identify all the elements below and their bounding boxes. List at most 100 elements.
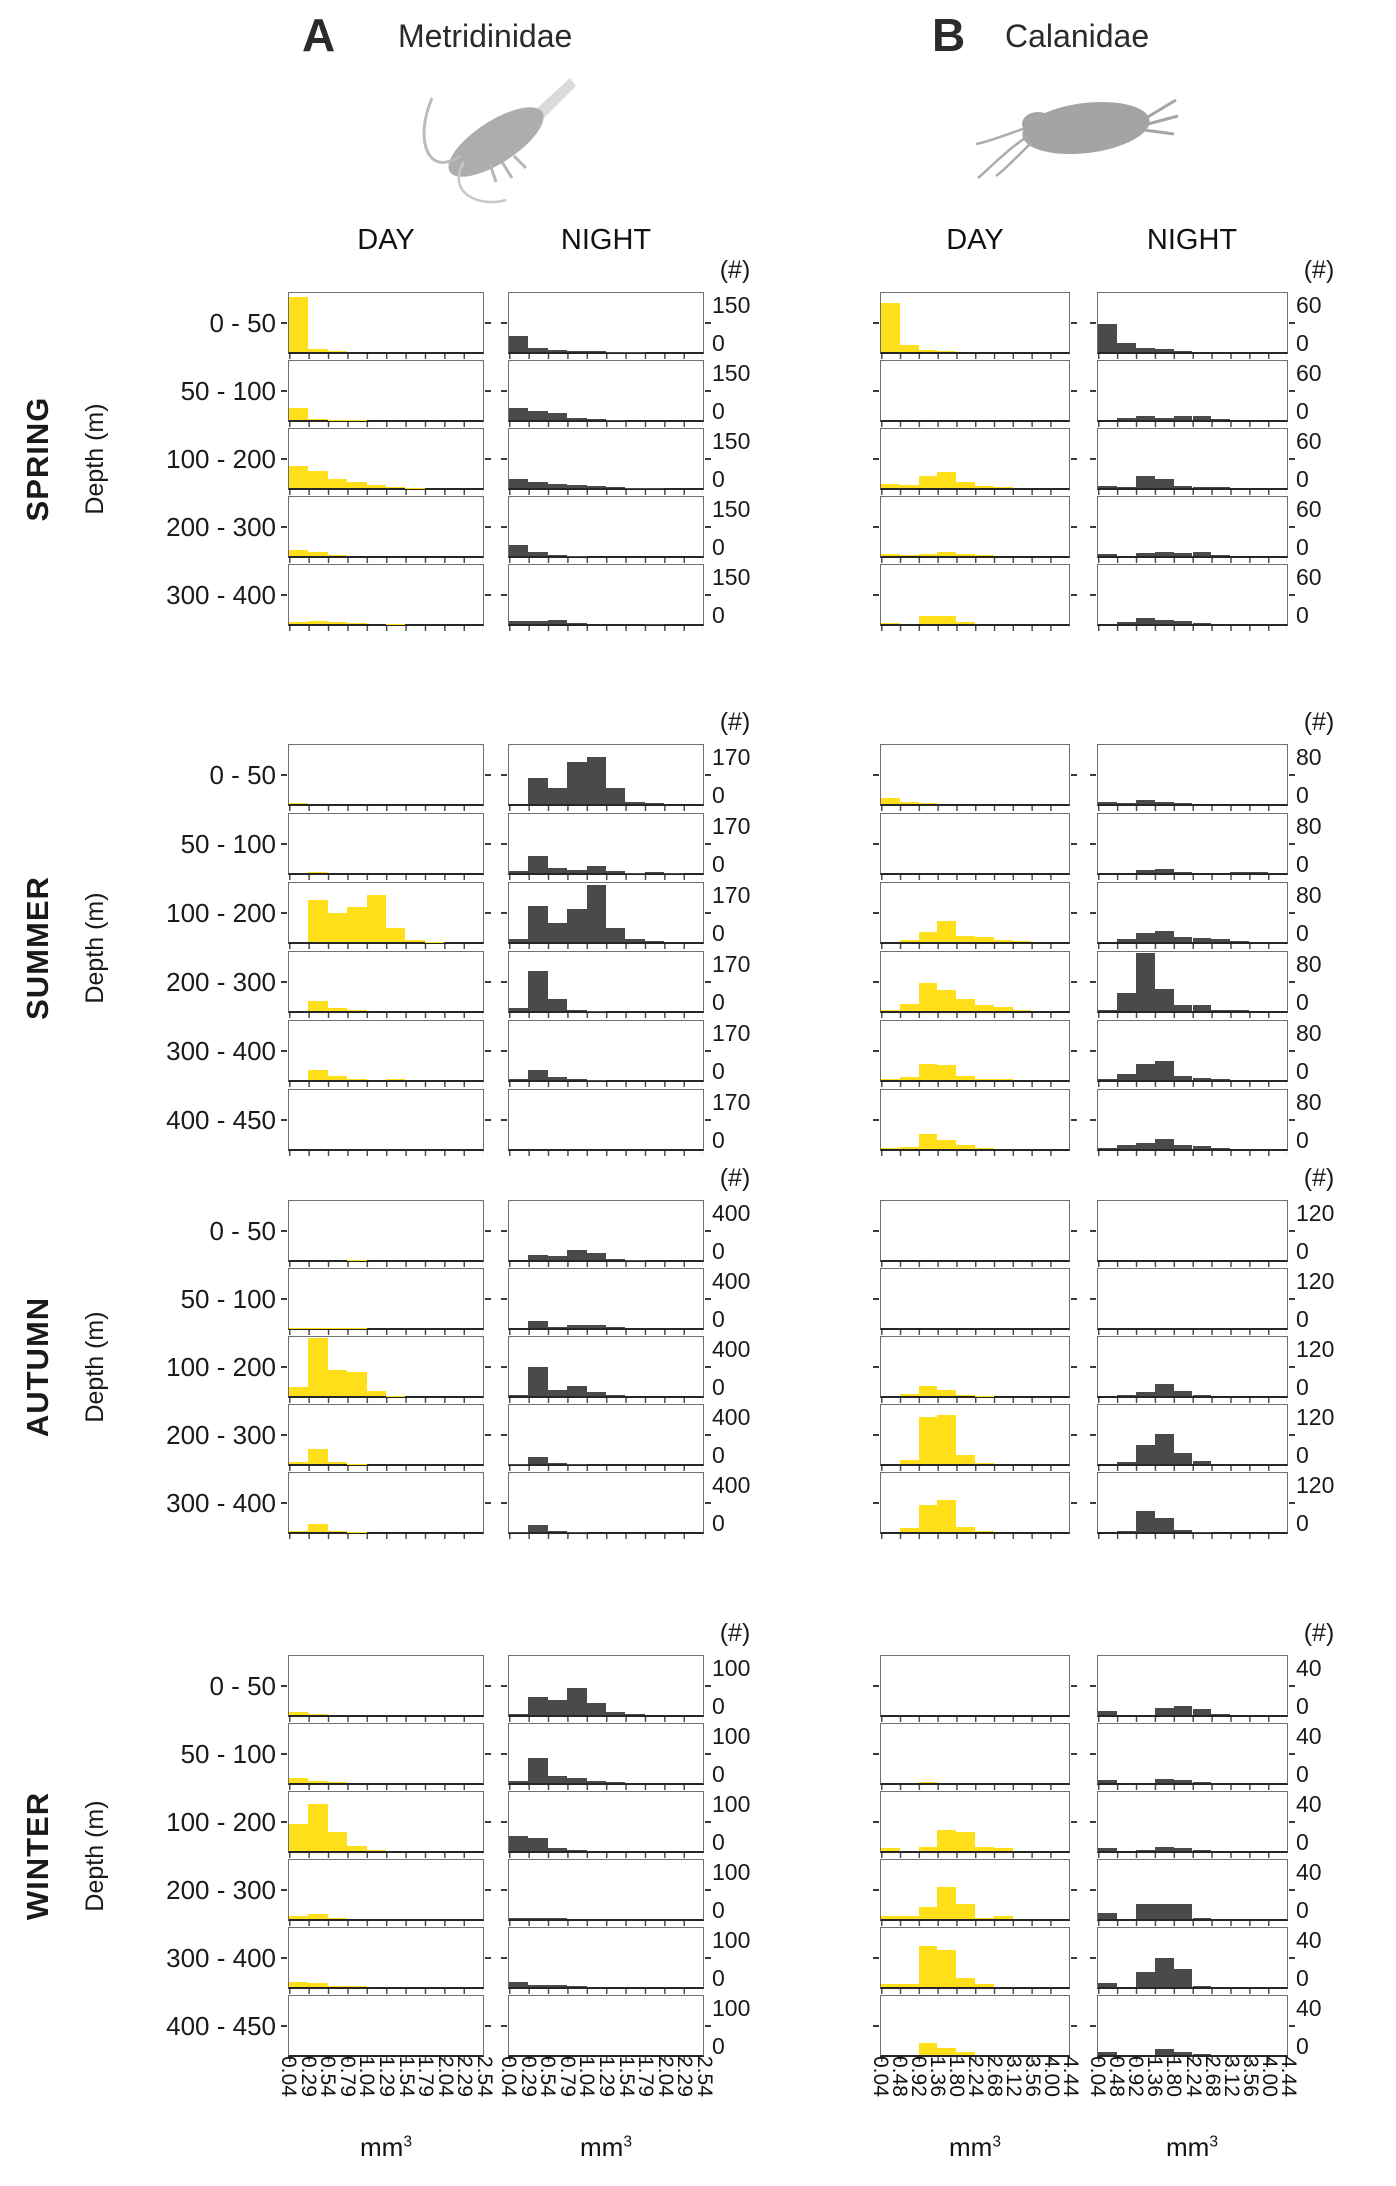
y-axis-mid-tick [1071, 1118, 1077, 1121]
histogram-bar [1173, 871, 1193, 873]
y-axis-zero-label: 0 [1296, 1127, 1309, 1153]
depth-row-label: 0 - 50 [209, 308, 277, 338]
histogram-bar [937, 1064, 957, 1080]
histogram-bar [308, 1983, 328, 1987]
y-axis-mid-tick [705, 1501, 711, 1504]
histogram-panel-metridinidae-night [501, 744, 711, 811]
histogram-bar [308, 1070, 328, 1080]
histogram-bar [1116, 992, 1136, 1011]
y-axis-mid-tick [705, 1229, 711, 1232]
histogram-bar [289, 296, 309, 352]
histogram-bar [1154, 620, 1174, 624]
histogram-bar [547, 922, 568, 942]
y-axis-mid-tick [1071, 842, 1077, 845]
histogram-bar [606, 928, 626, 942]
histogram-bar [1173, 1005, 1193, 1011]
histogram-bar [1211, 555, 1231, 556]
histogram-panel-metridinidae-night [501, 292, 711, 359]
y-axis-mid-tick [1071, 1820, 1077, 1823]
y-axis-mid-tick [1071, 1888, 1077, 1891]
y-axis-zero-label: 0 [712, 1127, 725, 1153]
histogram-bar [1249, 872, 1269, 873]
histogram-bar [1211, 939, 1231, 942]
histogram-bar [881, 1010, 900, 1011]
histogram-panel-calanidae-night [1090, 1200, 1295, 1267]
histogram-bar [1211, 419, 1231, 420]
y-axis-mid-tick [705, 389, 711, 392]
histogram-panel-metridinidae-day [281, 951, 491, 1018]
y-axis-max-label: 150 [712, 360, 751, 386]
histogram-bar [1173, 553, 1193, 556]
histogram-panel-calanidae-night [1090, 1336, 1295, 1403]
histogram-bar [347, 1846, 367, 1851]
histogram-bar [918, 554, 938, 556]
histogram-bar [1135, 476, 1155, 488]
histogram-bar [509, 1079, 529, 1080]
y-axis-max-label: 80 [1296, 951, 1322, 977]
histogram-panel-calanidae-day [873, 1404, 1077, 1471]
histogram-bar [918, 1846, 938, 1851]
histogram-bar [1098, 1848, 1117, 1851]
y-axis-mid-tick [1071, 1752, 1077, 1755]
y-axis-mid-tick [485, 593, 491, 596]
histogram-bar [1154, 801, 1174, 804]
histogram-bar [937, 921, 957, 942]
histogram-bar [509, 479, 529, 488]
y-axis-mid-tick [705, 1752, 711, 1755]
histogram-bar [547, 1256, 568, 1260]
histogram-panel-calanidae-night [1090, 428, 1295, 495]
depth-row-label: 200 - 300 [166, 512, 276, 542]
histogram-bar [528, 1838, 548, 1851]
histogram-bar [937, 1414, 957, 1464]
histogram-bar [547, 788, 568, 804]
histogram-bar [308, 872, 328, 873]
histogram-panel-metridinidae-day [281, 1927, 491, 1994]
histogram-bar [327, 1917, 348, 1919]
column-header-calanidae-night: NIGHT [1146, 224, 1238, 256]
histogram-bar [1135, 1904, 1155, 1919]
histogram-bar [881, 1848, 900, 1851]
histogram-bar [975, 1005, 994, 1011]
histogram-bar [975, 1079, 994, 1080]
y-axis-zero-label: 0 [712, 2033, 725, 2059]
y-axis-zero-label: 0 [1296, 1693, 1309, 1719]
histogram-panel-calanidae-day [873, 1655, 1077, 1722]
histogram-panel-metridinidae-night [501, 360, 711, 427]
histogram-bar [509, 1008, 529, 1011]
histogram-bar [1098, 1913, 1117, 1919]
histogram-bar [1135, 618, 1155, 624]
histogram-bar [327, 1370, 348, 1396]
y-axis-zero-label: 0 [1296, 1374, 1309, 1400]
histogram-bar [993, 1848, 1013, 1851]
histogram-bar [1154, 930, 1174, 942]
histogram-bar [308, 1524, 328, 1532]
y-axis-mid-tick [485, 842, 491, 845]
histogram-bar [918, 476, 938, 488]
y-axis-max-label: 400 [712, 1268, 751, 1294]
histogram-panel-metridinidae-day [281, 1020, 491, 1087]
histogram-bar [918, 1945, 938, 1987]
histogram-bar [289, 1778, 309, 1783]
histogram-bar [1135, 1972, 1155, 1987]
y-axis-max-label: 60 [1296, 428, 1322, 454]
histogram-bar [1192, 1781, 1212, 1783]
histogram-bar [956, 1978, 975, 1987]
depth-row-label: 100 - 200 [166, 1807, 276, 1837]
y-axis-zero-label: 0 [712, 398, 725, 424]
x-tick-label: 1.79 [634, 2056, 658, 2097]
histogram-bar [1173, 621, 1193, 624]
y-axis-mid-tick [485, 1229, 491, 1232]
histogram-panel-calanidae-night [1090, 1268, 1295, 1335]
histogram-panel-calanidae-day [873, 744, 1077, 811]
histogram-bar [528, 620, 548, 624]
histogram-bar [1154, 988, 1174, 1011]
histogram-bar [509, 871, 529, 873]
y-axis-max-label: 100 [712, 1791, 751, 1817]
histogram-bar [366, 1850, 386, 1851]
histogram-bar [528, 1758, 548, 1783]
histogram-bar [1154, 349, 1174, 352]
count-axis-unit-met-winter: (#) [719, 1619, 751, 1647]
y-axis-zero-label: 0 [1296, 1238, 1309, 1264]
y-axis-zero-label: 0 [1296, 602, 1309, 628]
histogram-bar [899, 1003, 919, 1011]
